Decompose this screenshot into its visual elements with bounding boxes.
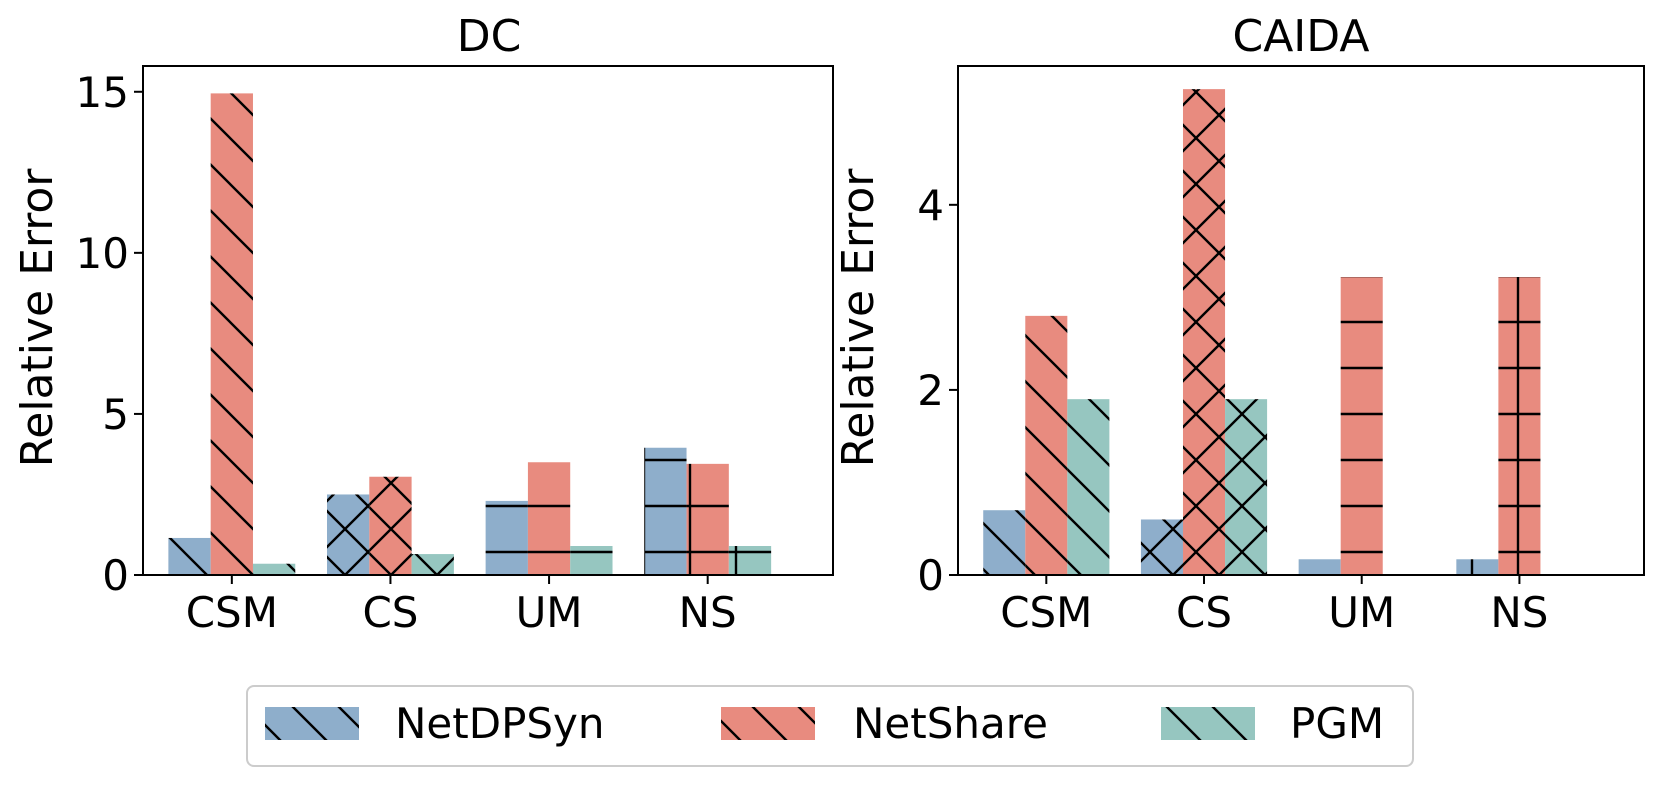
bar-pgm-csm xyxy=(1067,399,1110,575)
x-tick-label: CS xyxy=(1176,588,1232,637)
legend-swatch xyxy=(1161,707,1255,740)
bar-netshare-cs xyxy=(369,476,412,575)
legend: NetDPSyn NetShare PGM xyxy=(246,685,1414,767)
chart-title: DC xyxy=(457,11,522,62)
bar-netdpsyn-csm xyxy=(983,510,1026,575)
chart-title: CAIDA xyxy=(1232,11,1369,62)
y-tick-label: 15 xyxy=(76,68,129,117)
y-tick-label: 5 xyxy=(102,390,129,439)
bar-netshare-um xyxy=(527,462,571,575)
x-tick-label: CSM xyxy=(186,588,278,637)
y-axis-label: Relative Error xyxy=(12,168,63,468)
bars xyxy=(168,93,772,576)
bar-netdpsyn-um xyxy=(485,500,528,575)
bar-pgm-ns xyxy=(728,546,772,575)
x-tick-label: NS xyxy=(1490,588,1548,637)
bar-pgm-cs xyxy=(1225,399,1268,575)
axis-ticks: CSM CS UM NS 0 2 4 xyxy=(917,181,1548,637)
bar-netdpsyn-ns xyxy=(1456,559,1499,575)
axis-ticks: CSM CS UM NS 0 5 10 15 xyxy=(76,68,737,637)
chart-caida: CAIDA Relative Error CSM CS UM NS 0 2 4 xyxy=(833,11,1645,637)
bar-pgm-um xyxy=(570,546,613,575)
bar-netshare-ns xyxy=(1498,277,1541,575)
legend-item-netdpsyn: NetDPSyn xyxy=(265,699,605,748)
bar-netshare-csm xyxy=(210,93,253,576)
y-tick-label: 2 xyxy=(917,366,944,415)
bar-netshare-ns xyxy=(686,463,729,575)
bar-netshare-um xyxy=(1340,277,1383,575)
plot-frame xyxy=(142,65,834,576)
x-tick-label: UM xyxy=(1328,588,1395,637)
legend-swatch xyxy=(265,707,359,740)
plot-frame xyxy=(957,65,1645,576)
y-tick-label: 4 xyxy=(917,181,944,230)
bar-netdpsyn-cs xyxy=(327,494,370,575)
y-tick-label: 0 xyxy=(102,551,129,600)
y-axis-label: Relative Error xyxy=(833,168,884,468)
x-tick-label: CSM xyxy=(1000,588,1092,637)
bar-netshare-cs xyxy=(1182,89,1226,576)
bar-pgm-csm xyxy=(252,563,296,575)
x-tick-label: NS xyxy=(679,588,737,637)
bar-pgm-cs xyxy=(411,554,454,575)
x-tick-label: UM xyxy=(516,588,583,637)
bar-netdpsyn-ns xyxy=(644,447,687,575)
x-tick-label: CS xyxy=(362,588,418,637)
bar-netdpsyn-csm xyxy=(168,537,211,575)
legend-label: PGM xyxy=(1290,699,1384,748)
bar-netdpsyn-cs xyxy=(1140,519,1183,575)
bars xyxy=(983,89,1541,576)
chart-dc: DC Relative Error CSM CS UM NS 0 5 10 15 xyxy=(12,11,834,637)
legend-item-pgm: PGM xyxy=(1161,699,1384,748)
y-tick-label: 0 xyxy=(917,551,944,600)
legend-frame xyxy=(246,685,1414,767)
legend-swatch xyxy=(721,707,815,740)
legend-label: NetShare xyxy=(853,699,1048,748)
legend-label: NetDPSyn xyxy=(395,699,605,748)
bar-netdpsyn-um xyxy=(1298,559,1341,575)
legend-item-netshare: NetShare xyxy=(721,699,1048,748)
bar-netshare-csm xyxy=(1025,315,1068,575)
y-tick-label: 10 xyxy=(76,229,129,278)
